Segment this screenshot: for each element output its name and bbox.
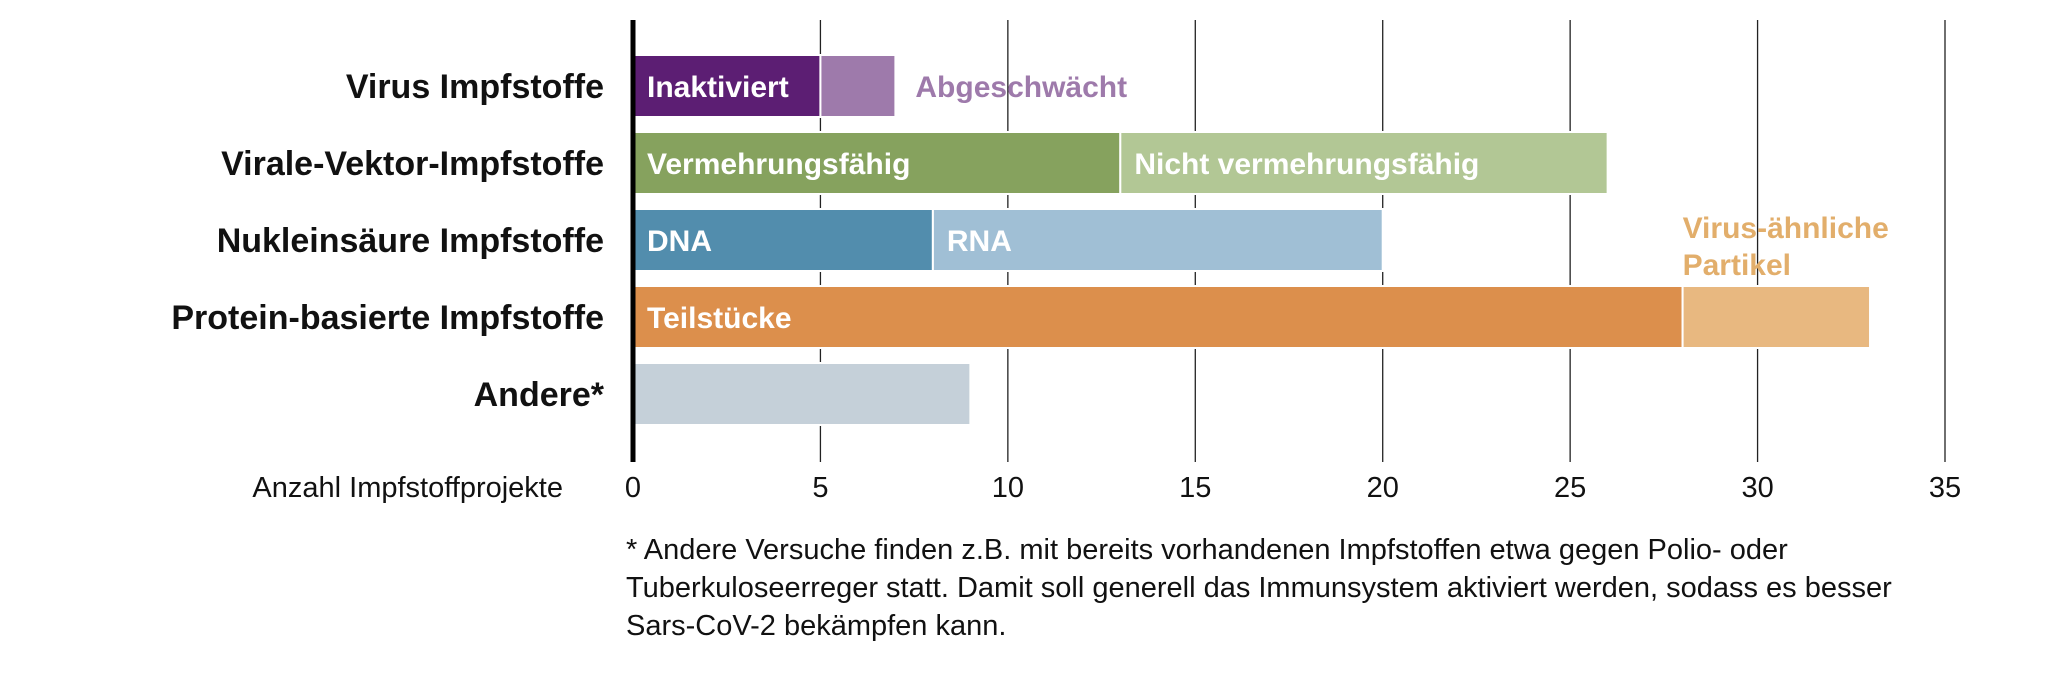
- segment-label: Virus-ähnliche Partikel: [1683, 212, 1889, 282]
- category-label: Virus Impfstoffe: [346, 68, 604, 106]
- segment-label: Abgeschwächt: [915, 71, 1127, 104]
- bar-segment: [1681, 285, 1872, 349]
- bar-segment: [632, 208, 934, 272]
- category-label: Protein-basierte Impfstoffe: [171, 299, 604, 337]
- segment-label: DNA: [647, 225, 712, 258]
- footnote: * Andere Versuche finden z.B. mit bereit…: [626, 534, 1892, 642]
- x-tick-label: 15: [1179, 472, 1211, 504]
- bar-segment: [1119, 131, 1609, 195]
- x-tick-label: 20: [1367, 472, 1399, 504]
- bar-segment: [632, 362, 972, 426]
- category-labels: Virus Impfstoffe Virale-Vektor-Impfstoffe…: [171, 68, 604, 414]
- segment-labels: Inaktiviert Abgeschwächt Vermehrungsfähig N…: [647, 71, 1889, 335]
- bars: [632, 54, 1872, 426]
- category-label: Nukleinsäure Impfstoffe: [217, 222, 604, 260]
- category-label: Andere*: [474, 376, 605, 414]
- x-tick-label: 5: [812, 472, 828, 504]
- segment-label: Vermehrungsfähig: [647, 148, 910, 181]
- category-label: Virale-Vektor-Impfstoffe: [221, 145, 604, 183]
- x-tick-labels: 0 5 10 15 20 25 30 35: [625, 472, 1961, 504]
- x-tick-label: 10: [992, 472, 1024, 504]
- segment-label: RNA: [947, 225, 1012, 258]
- x-tick-label: 0: [625, 472, 641, 504]
- segment-label: Nicht vermehrungsfähig: [1134, 148, 1479, 181]
- x-axis-title: Anzahl Impfstoffprojekte: [252, 472, 563, 504]
- x-tick-label: 30: [1741, 472, 1773, 504]
- bar-segment: [819, 54, 897, 118]
- x-tick-label: 25: [1554, 472, 1586, 504]
- segment-label: Teilstücke: [647, 302, 792, 335]
- bar-segment: [931, 208, 1384, 272]
- x-tick-label: 35: [1929, 472, 1961, 504]
- bar-segment: [632, 131, 1122, 195]
- segment-label: Inaktiviert: [647, 71, 789, 104]
